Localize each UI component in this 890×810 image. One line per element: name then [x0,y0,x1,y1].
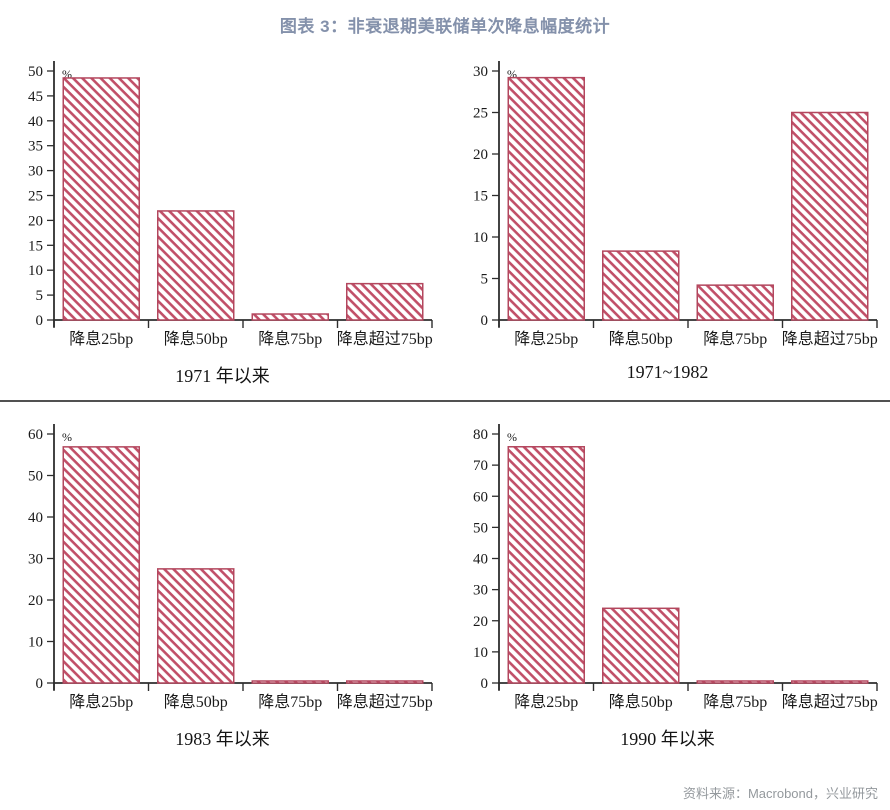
svg-text:30: 30 [473,64,488,80]
svg-text:40: 40 [28,114,43,130]
chart-row-bottom: 0 10 20 30 40 50 60% 降息25bp 降息50bp 降息75bp 降息超过75bp… [0,411,890,751]
svg-text:降息75bp: 降息75bp [258,330,322,348]
chart-subtitle: 1990 年以来 [620,729,715,749]
svg-text:降息50bp: 降息50bp [608,330,672,348]
svg-text:降息75bp: 降息75bp [258,693,322,711]
chart-panel-1971-1982: 0 5 10 15 20 25 30% 降息25bp 降息50bp 降息75bp 降息超过75bp … [445,48,890,388]
svg-text:10: 10 [473,645,488,661]
svg-text:10: 10 [473,230,488,246]
svg-text:25: 25 [473,106,488,122]
bar-chart-since-1971: 0 5 10 15 20 25 30 35 40 45 50 % 降息25bp 降息50bp 降息75bp 降… [28,61,432,348]
svg-text:降息超过75bp: 降息超过75bp [336,330,432,348]
svg-text:45: 45 [28,89,43,105]
svg-text:降息超过75bp: 降息超过75bp [781,330,877,348]
chart-subtitle: 1983 年以来 [175,729,270,749]
svg-text:5: 5 [35,288,43,304]
svg-text:15: 15 [28,238,43,254]
svg-text:0: 0 [480,313,488,329]
svg-text:30: 30 [28,552,43,568]
svg-text:%: % [507,430,517,444]
bar-chart-1971-1982: 0 5 10 15 20 25 30 % 降息25bp 降息50bp 降息75bp 降息超过75bp [473,61,877,348]
svg-text:70: 70 [473,458,488,474]
row-divider [0,400,890,402]
svg-text:降息超过75bp: 降息超过75bp [781,693,877,711]
svg-text:35: 35 [28,139,43,155]
svg-text:10: 10 [28,263,43,279]
bar-chart-since-1990: 0 10 20 30 40 50 60 70 80 % 降息25bp 降息50bp 降息75bp 降息超过… [473,424,877,711]
svg-text:10: 10 [28,635,43,651]
svg-text:降息50bp: 降息50bp [163,693,227,711]
svg-text:40: 40 [473,552,488,568]
svg-text:50: 50 [28,469,43,485]
svg-text:50: 50 [473,520,488,536]
svg-text:60: 60 [28,427,43,443]
svg-text:20: 20 [28,213,43,229]
svg-text:5: 5 [480,272,488,288]
svg-text:降息75bp: 降息75bp [703,330,767,348]
svg-text:25: 25 [28,189,43,205]
svg-text:20: 20 [28,593,43,609]
chart-subtitle: 1971 年以来 [175,366,270,386]
svg-text:0: 0 [35,313,43,329]
svg-text:降息75bp: 降息75bp [703,693,767,711]
chart-panel-since-1971: 0 5 10 15 20 25 30 35 40 45 50% 降息25bp 降息50bp 降息75bp 降… [0,48,445,388]
svg-text:60: 60 [473,489,488,505]
svg-text:降息25bp: 降息25bp [69,693,133,711]
svg-text:降息25bp: 降息25bp [69,330,133,348]
svg-text:80: 80 [473,427,488,443]
svg-text:降息25bp: 降息25bp [514,693,578,711]
svg-text:%: % [62,67,72,81]
svg-text:降息25bp: 降息25bp [514,330,578,348]
svg-text:0: 0 [480,676,488,692]
svg-text:20: 20 [473,147,488,163]
svg-text:40: 40 [28,510,43,526]
svg-text:降息50bp: 降息50bp [163,330,227,348]
svg-text:30: 30 [473,583,488,599]
chart-row-top: 0 5 10 15 20 25 30 35 40 45 50% 降息25bp 降息50bp 降息75bp 降… [0,48,890,388]
svg-text:20: 20 [473,614,488,630]
chart-panel-since-1990: 0 10 20 30 40 50 60 70 80% 降息25bp 降息50bp 降息75bp 降息超过… [445,411,890,751]
svg-text:30: 30 [28,164,43,180]
svg-text:15: 15 [473,189,488,205]
svg-text:0: 0 [35,676,43,692]
figure-title: 图表 3：非衰退期美联储单次降息幅度统计 [279,17,611,36]
svg-text:%: % [62,430,72,444]
svg-text:降息超过75bp: 降息超过75bp [336,693,432,711]
source-note: 资料来源：Macrobond，兴业研究 [682,786,878,801]
chart-subtitle: 1971~1982 [626,362,709,382]
bar-chart-since-1983: 0 10 20 30 40 50 60 % 降息25bp 降息50bp 降息75bp 降息超过75bp [28,424,432,711]
chart-panel-since-1983: 0 10 20 30 40 50 60% 降息25bp 降息50bp 降息75bp 降息超过75bp… [0,411,445,751]
svg-text:%: % [507,67,517,81]
svg-text:降息50bp: 降息50bp [608,693,672,711]
svg-text:50: 50 [28,64,43,80]
